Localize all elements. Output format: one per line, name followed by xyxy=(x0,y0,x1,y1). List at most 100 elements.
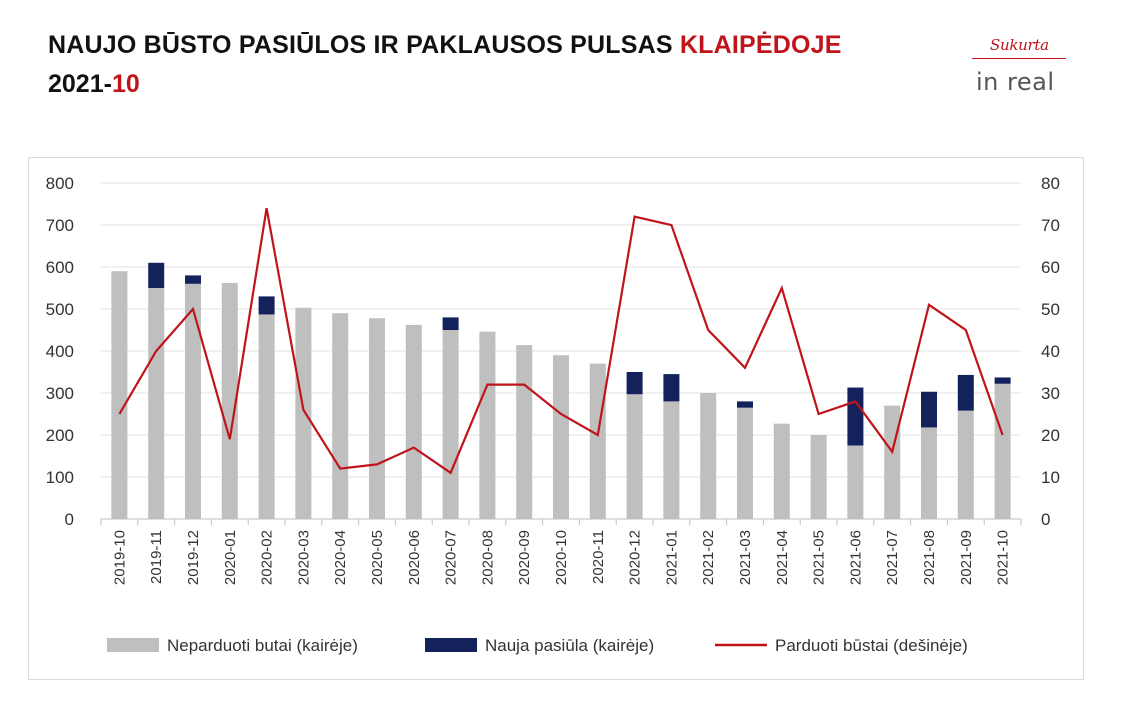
chart-period: 2021-10 xyxy=(48,72,140,97)
bar-unsold xyxy=(994,383,1011,519)
x-tick-label: 2019-10 xyxy=(111,530,128,585)
logo-brand-text: in real xyxy=(976,68,1055,96)
bar-unsold xyxy=(921,427,937,519)
right-tick-label: 50 xyxy=(1041,300,1060,319)
right-tick-label: 30 xyxy=(1041,384,1060,403)
title-main: NAUJO BŪSTO PASIŪLOS IR PAKLAUSOS PULSAS xyxy=(48,31,680,59)
left-tick-label: 800 xyxy=(46,174,74,193)
bar-new-supply xyxy=(185,275,201,284)
bar-new-supply xyxy=(921,391,937,428)
legend-swatch-unsold xyxy=(107,638,159,652)
bar-unsold xyxy=(773,423,790,519)
bar-unsold xyxy=(369,318,385,519)
right-tick-label: 20 xyxy=(1041,426,1060,445)
bar-unsold xyxy=(737,407,753,519)
bar-unsold xyxy=(405,324,422,519)
x-tick-label: 2020-12 xyxy=(627,530,644,585)
legend-label-unsold: Neparduoti butai (kairėje) xyxy=(167,636,358,655)
left-axis: 0 100 200 300 400 500 600 700 800 xyxy=(46,174,74,529)
x-tick-label: 2020-05 xyxy=(369,530,386,585)
bar-unsold xyxy=(957,410,974,519)
legend-swatch-new-supply xyxy=(425,638,477,652)
x-tick-label: 2021-02 xyxy=(700,530,717,585)
bar-unsold xyxy=(884,405,901,519)
bar-unsold xyxy=(663,401,680,519)
logo-divider xyxy=(972,58,1066,59)
left-tick-label: 200 xyxy=(46,426,74,445)
bars xyxy=(111,262,1011,519)
bar-new-supply xyxy=(442,317,459,330)
x-tick-label: 2021-09 xyxy=(958,530,975,585)
title-city: KLAIPĖDOJE xyxy=(679,31,842,59)
bar-unsold xyxy=(810,435,827,519)
x-tick-label: 2021-06 xyxy=(847,530,864,585)
bar-unsold xyxy=(589,363,606,519)
bar-unsold xyxy=(442,330,459,519)
bar-new-supply xyxy=(148,262,165,288)
left-tick-label: 400 xyxy=(46,342,74,361)
x-tick-label: 2020-03 xyxy=(295,530,312,585)
x-tick-label: 2021-10 xyxy=(995,530,1012,585)
bar-unsold xyxy=(479,331,496,519)
period-month: 10 xyxy=(111,70,140,98)
chart-frame xyxy=(28,157,1084,680)
bar-new-supply xyxy=(626,372,643,395)
bar-unsold xyxy=(516,345,533,519)
bar-new-supply xyxy=(957,374,974,411)
legend: Neparduoti butai (kairėje) Nauja pasiūla … xyxy=(107,636,968,655)
right-tick-label: 80 xyxy=(1041,174,1060,193)
x-tick-label: 2020-04 xyxy=(332,530,349,585)
x-tick-label: 2021-03 xyxy=(737,530,754,585)
bar-new-supply xyxy=(663,374,680,402)
x-tick-label: 2020-07 xyxy=(443,530,460,585)
right-tick-label: 0 xyxy=(1041,510,1050,529)
legend-label-sold: Parduoti būstai (dešinėje) xyxy=(775,636,968,655)
x-tick-label: 2020-09 xyxy=(516,530,533,585)
right-tick-label: 60 xyxy=(1041,258,1060,277)
x-tick-label: 2021-07 xyxy=(884,530,901,585)
bar-unsold xyxy=(221,282,238,519)
x-tick-label: 2019-12 xyxy=(185,530,202,585)
x-tick-label: 2021-01 xyxy=(663,530,680,585)
x-axis: 2019-10 2019-11 2019-12 2020-01 2020-02 2020-… xyxy=(111,530,1011,585)
right-axis: 0 10 20 30 40 50 60 70 80 xyxy=(1041,174,1060,529)
x-tick-label: 2020-01 xyxy=(222,530,239,585)
left-tick-label: 100 xyxy=(46,468,74,487)
x-tick-label: 2020-02 xyxy=(259,530,276,585)
inreal-logo: Sukurta in real xyxy=(972,36,1072,100)
bar-unsold xyxy=(111,271,128,519)
right-tick-label: 10 xyxy=(1041,468,1060,487)
x-tick-label: 2020-08 xyxy=(479,530,496,585)
bar-unsold xyxy=(332,313,349,519)
right-tick-label: 70 xyxy=(1041,216,1060,235)
left-tick-label: 0 xyxy=(65,510,74,529)
legend-label-new-supply: Nauja pasiūla (kairėje) xyxy=(485,636,654,655)
bar-unsold xyxy=(185,283,201,519)
period-prefix: 2021- xyxy=(48,70,112,98)
right-tick-label: 40 xyxy=(1041,342,1060,361)
bar-unsold xyxy=(258,314,275,519)
x-tick-label: 2020-11 xyxy=(590,530,607,584)
x-tick-label: 2021-05 xyxy=(811,530,828,585)
bar-unsold xyxy=(148,288,165,519)
left-tick-label: 500 xyxy=(46,300,74,319)
x-tick-label: 2020-06 xyxy=(406,530,423,585)
left-tick-label: 600 xyxy=(46,258,74,277)
bar-new-supply xyxy=(737,401,753,408)
bar-unsold xyxy=(553,355,569,519)
bar-new-supply xyxy=(994,377,1011,384)
bar-unsold xyxy=(295,307,312,519)
bar-new-supply xyxy=(847,387,864,446)
left-tick-label: 300 xyxy=(46,384,74,403)
x-tick-label: 2021-04 xyxy=(774,530,791,585)
sold-line xyxy=(118,208,1004,475)
x-tick-label: 2021-08 xyxy=(921,530,938,585)
bar-unsold xyxy=(700,393,717,519)
x-tick-label: 2020-10 xyxy=(553,530,570,585)
left-tick-label: 700 xyxy=(46,216,74,235)
bar-unsold xyxy=(626,394,643,519)
logo-sukurta-text: Sukurta xyxy=(990,36,1049,54)
chart-title: NAUJO BŪSTO PASIŪLOS IR PAKLAUSOS PULSAS… xyxy=(48,33,842,58)
bar-unsold xyxy=(847,445,864,519)
